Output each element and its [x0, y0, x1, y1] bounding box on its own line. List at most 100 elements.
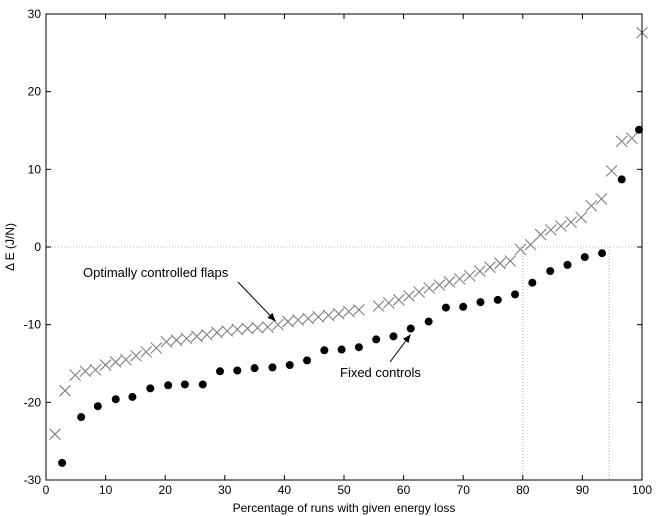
- data-point-dot: [528, 278, 537, 287]
- data-point-cross: [615, 135, 628, 148]
- data-point-dot: [58, 458, 67, 467]
- x-tick-label: 100: [632, 483, 652, 497]
- series-crosses: [49, 26, 648, 441]
- data-point-cross: [99, 359, 112, 371]
- x-tick-label: 70: [457, 483, 471, 497]
- data-point-cross: [524, 238, 537, 251]
- x-tick-label: 50: [337, 483, 351, 497]
- data-point-dot: [389, 332, 398, 341]
- data-point-cross: [190, 330, 203, 343]
- data-point-cross: [382, 297, 395, 309]
- data-point-cross: [89, 363, 102, 376]
- ticks: 0 10 20 30 40 50 60 70 80 90 100 -30 -20 -10 0 10 20 30: [24, 7, 653, 497]
- data-point-cross: [150, 342, 163, 354]
- data-point-dot: [563, 260, 572, 269]
- data-point-cross: [453, 272, 466, 285]
- x-axis-label: Percentage of runs with given energy los…: [233, 501, 456, 515]
- data-point-dot: [459, 302, 468, 311]
- annotation-flaps-arrow: [237, 281, 276, 322]
- annotation-fixed: Fixed controls: [340, 334, 421, 380]
- data-point-cross: [292, 314, 304, 326]
- y-tick-label: 10: [28, 162, 42, 176]
- data-point-cross: [433, 279, 446, 291]
- data-point-cross: [585, 199, 598, 212]
- y-tick-label: -20: [24, 395, 42, 409]
- data-point-cross: [565, 216, 577, 229]
- data-point-cross: [231, 323, 244, 336]
- data-point-cross: [261, 321, 274, 333]
- data-point-dot: [424, 317, 433, 326]
- data-point-cross: [79, 365, 92, 378]
- x-tick-label: 10: [99, 483, 113, 497]
- ref-lines: [46, 246, 642, 480]
- x-tick-label: 60: [397, 483, 411, 497]
- data-point-dot: [233, 366, 242, 375]
- data-point-cross: [534, 228, 547, 241]
- data-point-dot: [285, 361, 294, 370]
- data-point-cross: [494, 257, 507, 270]
- data-point-dot: [598, 249, 607, 258]
- data-point-cross: [211, 326, 223, 339]
- data-point-cross: [170, 334, 183, 347]
- x-tick-label: 0: [43, 483, 50, 497]
- data-point-cross: [251, 321, 264, 334]
- data-point-cross: [504, 255, 517, 267]
- data-point-cross: [544, 224, 557, 236]
- data-point-dot: [372, 335, 381, 344]
- data-point-cross: [372, 300, 385, 312]
- data-point-cross: [160, 335, 173, 348]
- annotation-fixed-arrowhead: [402, 334, 411, 344]
- data-point-cross: [109, 356, 122, 368]
- data-point-cross: [241, 322, 254, 335]
- data-point-cross: [332, 307, 345, 320]
- data-point-dot: [146, 384, 155, 393]
- data-point-cross: [353, 304, 365, 316]
- data-point-dot: [441, 303, 450, 312]
- data-point-dot: [198, 380, 207, 389]
- x-tick-label: 80: [516, 483, 530, 497]
- data-point-dot: [268, 363, 277, 372]
- y-tick-label: -30: [24, 473, 42, 487]
- y-tick-label: 30: [28, 7, 42, 21]
- data-point-cross: [443, 276, 456, 288]
- y-tick-label: -10: [24, 318, 42, 332]
- data-point-cross: [201, 328, 213, 341]
- data-point-cross: [463, 269, 476, 282]
- data-point-cross: [423, 282, 436, 295]
- data-point-cross: [595, 192, 608, 205]
- data-point-cross: [312, 311, 325, 323]
- data-point-cross: [302, 312, 315, 325]
- plot-frame: [45, 13, 643, 481]
- data-point-dot: [93, 402, 102, 411]
- data-point-cross: [140, 345, 153, 358]
- data-point-cross: [119, 353, 132, 366]
- data-point-cross: [59, 384, 71, 397]
- data-point-cross: [413, 286, 425, 298]
- data-point-dot: [164, 381, 173, 390]
- data-point-dot: [580, 253, 589, 262]
- data-point-cross: [392, 293, 405, 306]
- x-tick-label: 90: [576, 483, 590, 497]
- data-point-cross: [555, 220, 567, 232]
- data-point-dot: [511, 290, 520, 299]
- data-point-cross: [180, 332, 193, 345]
- annotation-flaps-arrowhead: [267, 312, 276, 322]
- data-point-dot: [406, 324, 415, 333]
- data-point-dot: [111, 395, 120, 404]
- data-point-dot: [303, 356, 312, 365]
- data-point-dot: [77, 413, 86, 422]
- data-point-dot: [476, 298, 485, 307]
- data-point-dot: [320, 346, 329, 355]
- data-point-dot: [337, 345, 346, 354]
- data-point-cross: [342, 305, 355, 318]
- data-point-cross: [322, 309, 335, 322]
- y-tick-label: 20: [28, 85, 42, 99]
- annotation-fixed-text: Fixed controls: [340, 365, 421, 380]
- data-point-cross: [282, 315, 294, 328]
- data-point-dot: [180, 380, 189, 389]
- data-point-cross: [575, 211, 588, 224]
- data-point-cross: [69, 369, 82, 382]
- data-point-dot: [635, 125, 644, 134]
- data-point-cross: [473, 265, 486, 277]
